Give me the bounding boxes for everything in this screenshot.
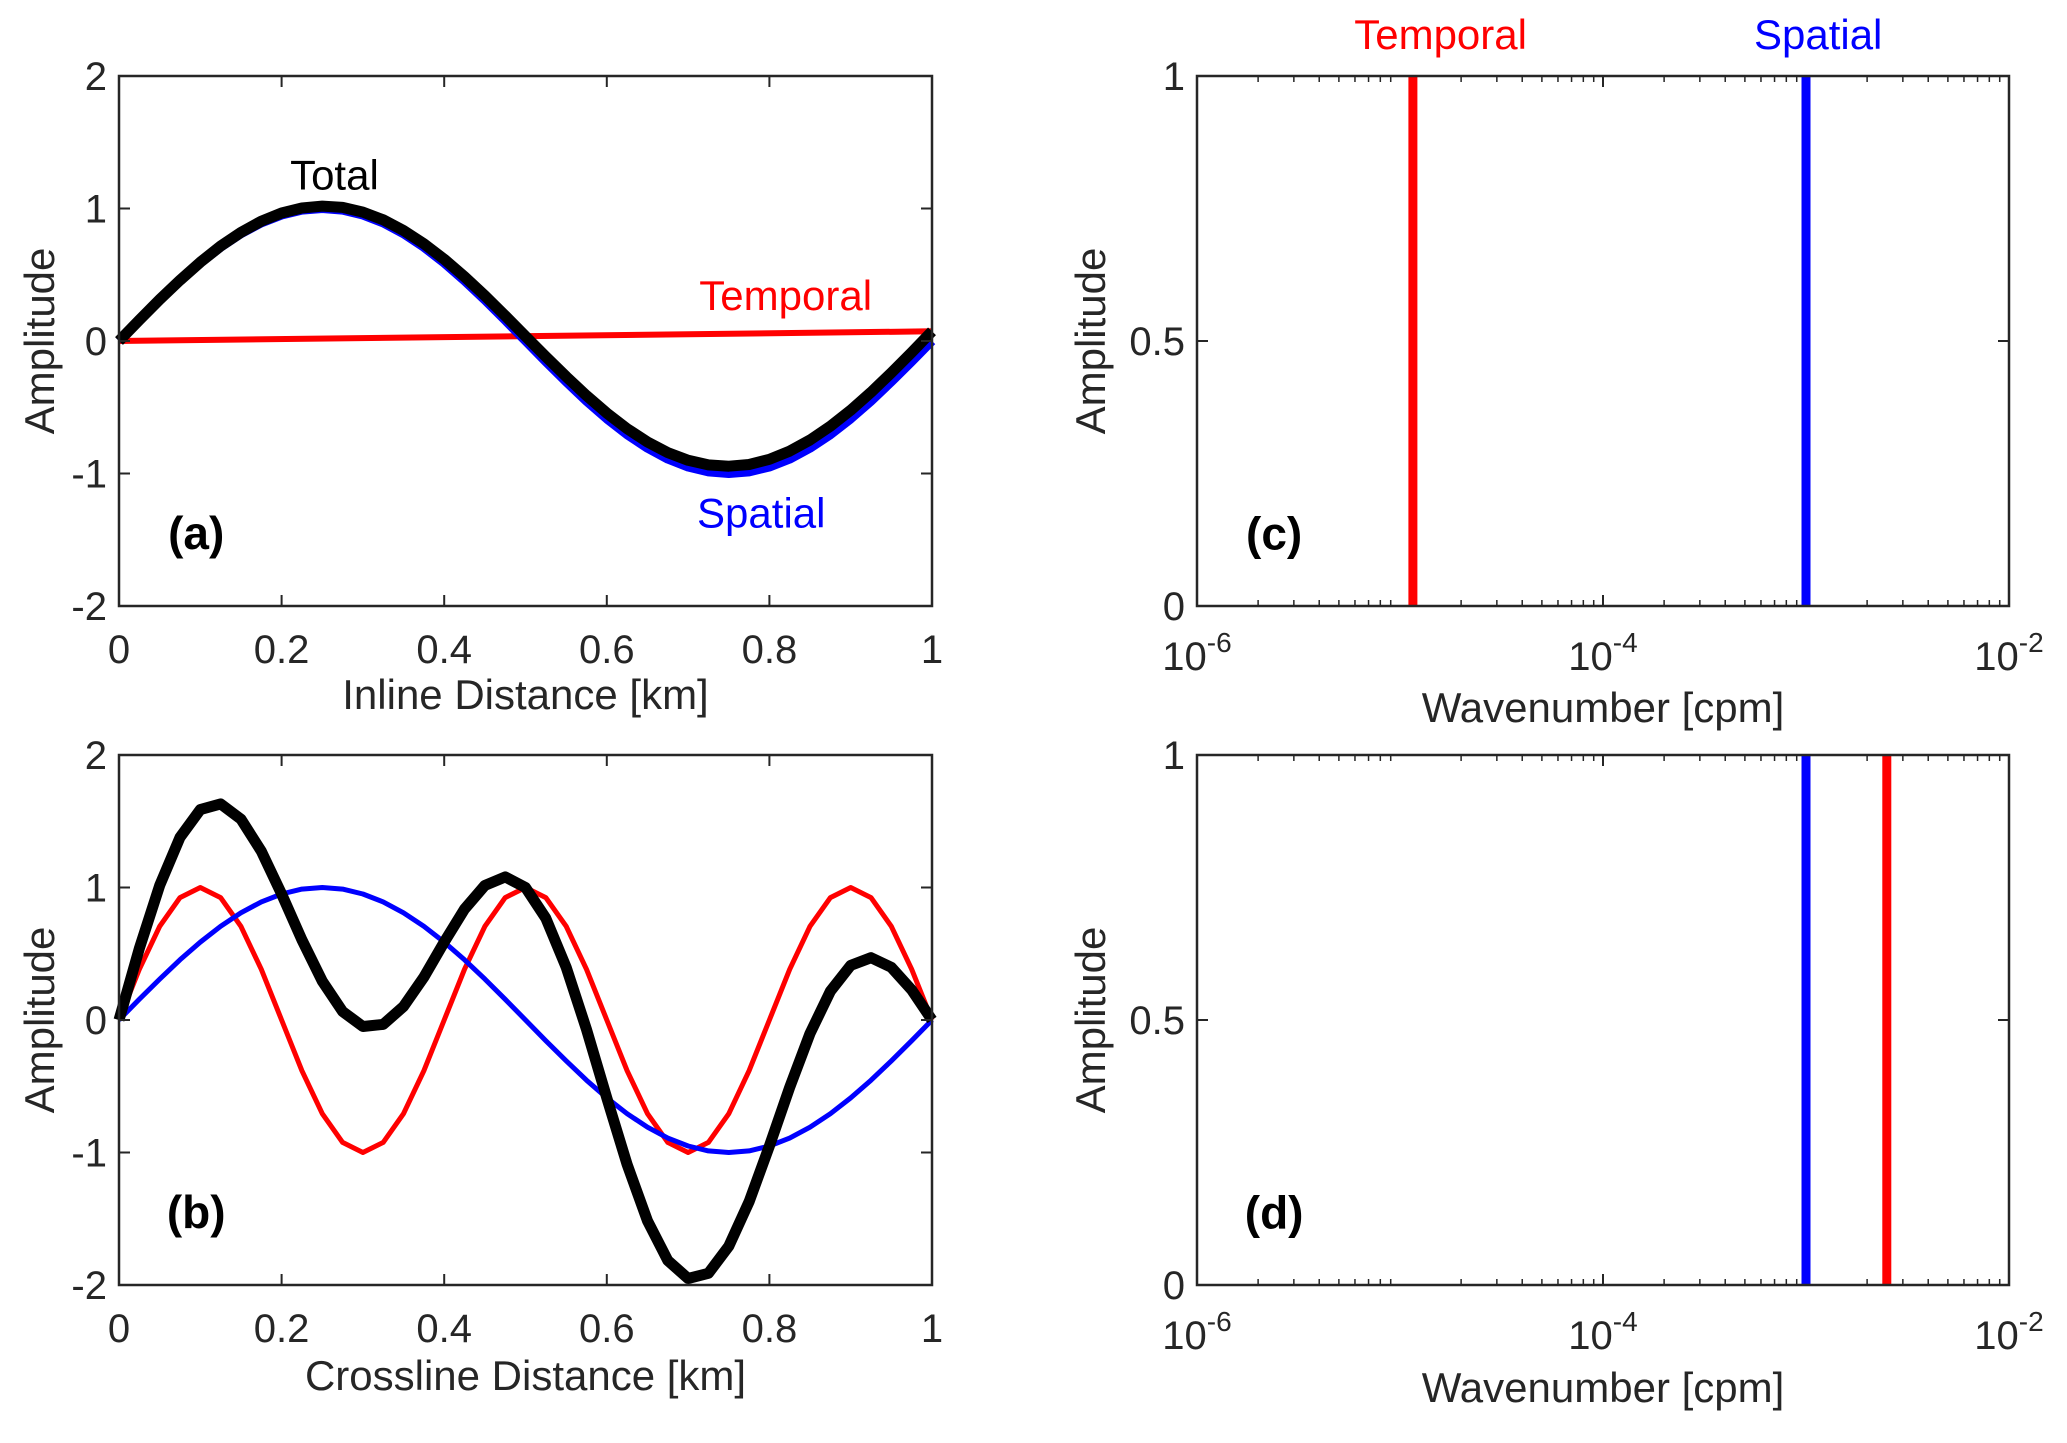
y-axis-label: Amplitude <box>16 927 63 1114</box>
x-tick-label-exponent: -4 <box>1613 1306 1638 1337</box>
series-group <box>1801 755 1892 1285</box>
y-tick-label: 1 <box>85 188 107 232</box>
x-tick-label-base: 10 <box>1568 1314 1613 1358</box>
x-tick-label: 0.8 <box>742 1307 798 1351</box>
y-tick-label: 1 <box>1163 734 1185 778</box>
series-group <box>115 200 936 478</box>
x-tick-label-exponent: -6 <box>1207 1306 1232 1337</box>
y-tick-label: -2 <box>71 1264 107 1308</box>
annotation-temporal: Temporal <box>699 272 872 319</box>
x-tick-label: 10-4 <box>1568 627 1637 679</box>
x-axis-label: Crossline Distance [km] <box>305 1352 746 1399</box>
y-tick-label: 0.5 <box>1129 320 1185 364</box>
x-tick-label: 10-2 <box>1974 627 2043 679</box>
y-tick-label: -2 <box>71 585 107 629</box>
x-tick-label-exponent: -4 <box>1613 627 1638 658</box>
panel-b: 0 0.2 0.4 0.6 0.8 1 -2 -1 0 1 2 Crossline Distance … <box>16 734 943 1399</box>
panel-label: (d) <box>1245 1186 1304 1238</box>
x-tick-label-base: 10 <box>1974 1314 2019 1358</box>
x-tick-label-exponent: -6 <box>1207 627 1232 658</box>
x-tick-label-exponent: -2 <box>2019 627 2044 658</box>
x-tick-label: 10-2 <box>1974 1306 2043 1358</box>
panel-label: (b) <box>167 1186 226 1238</box>
y-axis-label: Amplitude <box>1067 248 1114 435</box>
annotation-spatial: Spatial <box>1754 11 1882 58</box>
x-tick-label-base: 10 <box>1162 1314 1207 1358</box>
y-axis-label: Amplitude <box>1067 927 1114 1114</box>
series-group <box>1408 76 1811 606</box>
y-tick-label: 0 <box>1163 585 1185 629</box>
x-tick-label-exponent: -2 <box>2019 1306 2044 1337</box>
series-line-spatial <box>117 885 934 1155</box>
annotation-spatial: Spatial <box>697 489 825 536</box>
y-tick-label: -1 <box>71 453 107 497</box>
x-tick-label: 0.6 <box>579 628 635 672</box>
x-tick-label: 0.4 <box>416 1307 472 1351</box>
y-axis-label: Amplitude <box>16 248 63 435</box>
panel-a: 0 0.2 0.4 0.6 0.8 1 -2 -1 0 1 2 Inline Distance [km… <box>16 55 943 718</box>
y-tick-label: -1 <box>71 1132 107 1176</box>
y-tick-label: 1 <box>85 867 107 911</box>
x-tick-label: 1 <box>921 1307 943 1351</box>
series-group <box>113 798 937 1284</box>
y-tick-label: 2 <box>85 55 107 99</box>
x-tick-label: 0.8 <box>742 628 798 672</box>
y-tick-label: 0.5 <box>1129 999 1185 1043</box>
series-line-total <box>115 200 936 472</box>
axes-box <box>1195 74 2011 608</box>
y-tick-label: 1 <box>1163 55 1185 99</box>
x-tick-label: 0.6 <box>579 1307 635 1351</box>
panel-label: (c) <box>1246 507 1302 559</box>
series-line-total <box>113 798 937 1284</box>
x-axis-label: Inline Distance [km] <box>342 671 708 718</box>
x-tick-label: 0.4 <box>416 628 472 672</box>
x-tick-label-base: 10 <box>1974 635 2019 679</box>
x-tick-label: 0 <box>108 1307 130 1351</box>
x-tick-label: 10-4 <box>1568 1306 1637 1358</box>
y-tick-label: 2 <box>85 734 107 778</box>
y-tick-label: 0 <box>1163 1264 1185 1308</box>
y-tick-label: 0 <box>85 320 107 364</box>
x-tick-label-base: 10 <box>1162 635 1207 679</box>
x-axis-label: Wavenumber [cpm] <box>1422 1364 1785 1411</box>
x-tick-label: 10-6 <box>1162 1306 1231 1358</box>
x-tick-label: 0.2 <box>254 628 310 672</box>
x-tick-label-base: 10 <box>1568 635 1613 679</box>
panel-label: (a) <box>168 507 224 559</box>
x-axis-label: Wavenumber [cpm] <box>1422 684 1785 731</box>
x-tick-label: 0 <box>108 628 130 672</box>
x-tick-label: 1 <box>921 628 943 672</box>
y-tick-label: 0 <box>85 999 107 1043</box>
x-tick-label: 0.2 <box>254 1307 310 1351</box>
annotation-temporal: Temporal <box>1354 11 1527 58</box>
annotation-total: Total <box>290 151 379 198</box>
x-tick-label: 10-6 <box>1162 627 1231 679</box>
